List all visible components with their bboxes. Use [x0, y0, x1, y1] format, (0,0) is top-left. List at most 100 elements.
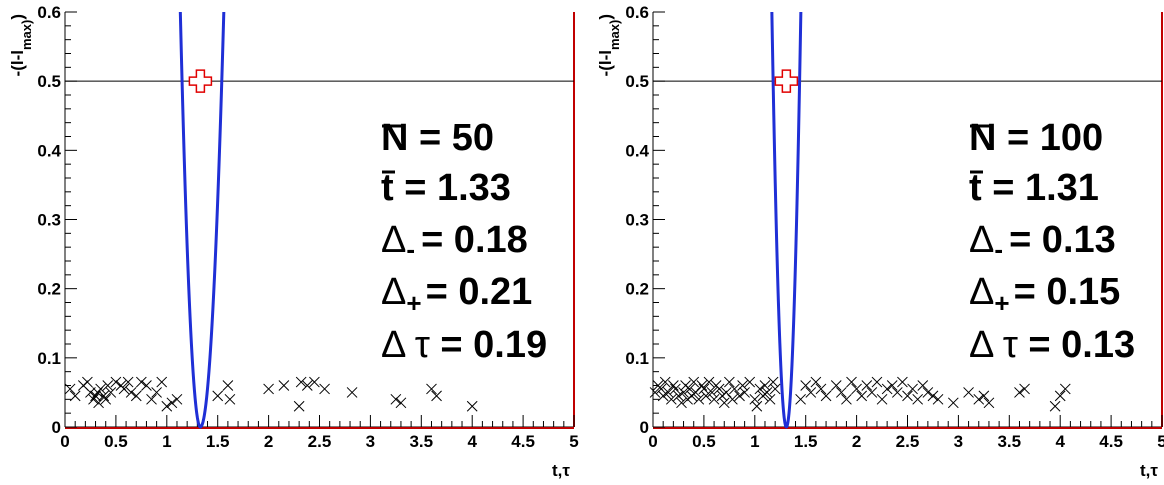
data-point [135, 376, 147, 388]
data-point [1049, 400, 1061, 412]
data-point [815, 383, 827, 395]
data-point [212, 390, 224, 402]
data-point [703, 376, 715, 388]
likelihood-curve [178, 11, 226, 429]
x-tick-label: 1.5 [206, 432, 230, 451]
data-point [319, 383, 330, 395]
data-point [897, 376, 908, 388]
data-point [856, 390, 868, 402]
data-point [963, 387, 974, 398]
x-tick-label: 3.5 [409, 432, 433, 451]
x-tick-label: 4.5 [511, 432, 535, 451]
y-tick-label: 0.4 [625, 141, 649, 160]
data-point [224, 393, 236, 405]
y-tick-label: 0.1 [625, 349, 649, 368]
x-tick-label: 1 [162, 432, 171, 451]
data-point [678, 387, 689, 398]
data-point [346, 387, 358, 398]
data-point [706, 387, 718, 398]
best-fit-marker [188, 69, 213, 93]
data-point [820, 390, 832, 402]
data-point [166, 397, 178, 409]
data-point [800, 380, 812, 391]
data-point [222, 380, 234, 391]
data-point [810, 376, 822, 388]
data-point [659, 376, 671, 388]
stat-delta-plus: Δ+ = 0.21 [381, 271, 532, 318]
stats-box: N = 50 t = 1.33 Δ- = 0.18 Δ+ = 0.21 Δ τ = 0.19 [381, 117, 547, 366]
data-point [754, 383, 766, 395]
data-point [835, 387, 847, 398]
data-point [278, 380, 290, 391]
x-tick-label: 1.5 [794, 432, 818, 451]
data-point [891, 387, 903, 398]
x-tick-label: 0.5 [692, 432, 716, 451]
data-point [118, 383, 130, 395]
y-tick-label: 0.5 [37, 72, 61, 91]
data-point [851, 383, 862, 395]
best-fit-marker [774, 69, 799, 93]
x-tick-label: 0 [648, 432, 657, 451]
data-point [734, 390, 745, 402]
data-point [466, 400, 478, 412]
data-point [1019, 383, 1030, 395]
data-point [761, 387, 773, 398]
y-tick-label: 0.1 [37, 349, 61, 368]
x-axis-title: t,τ [552, 461, 570, 480]
x-tick-label: 2.5 [308, 432, 332, 451]
data-point [978, 390, 990, 402]
data-point [673, 390, 684, 402]
x-tick-label: 3 [366, 432, 375, 451]
data-point [690, 387, 702, 398]
data-point [676, 397, 687, 409]
data-point [769, 383, 781, 395]
x-axis-title: t,τ [1140, 461, 1158, 480]
data-point [100, 393, 112, 405]
data-point [156, 376, 168, 388]
data-point [668, 380, 679, 391]
stat-delta-tau: Δ τ = 0.19 [381, 324, 547, 366]
data-point [295, 376, 307, 388]
data-point [830, 380, 842, 391]
data-point [912, 393, 924, 405]
data-point [1054, 390, 1066, 402]
x-tick-label: 5 [1157, 432, 1164, 451]
data-point [93, 397, 104, 409]
data-point [917, 380, 929, 391]
data-point [69, 390, 81, 402]
data-point [431, 390, 442, 402]
data-point [105, 387, 117, 398]
data-point [309, 376, 320, 388]
data-point [759, 380, 771, 391]
data-point [95, 383, 106, 395]
x-tick-label: 2 [852, 432, 861, 451]
data-point [293, 400, 305, 412]
data-point [871, 376, 883, 388]
x-tick-label: 2.5 [896, 432, 920, 451]
data-point [698, 383, 710, 395]
data-point [846, 376, 857, 388]
y-tick-label: 0.5 [625, 72, 649, 91]
stat-tbar: t = 1.31 [969, 167, 1099, 209]
data-point [866, 387, 878, 398]
data-point [649, 387, 661, 398]
chart-panel-1: 0 0.1 0.2 0.3 0.4 0.5 0.6 0 0.5 1 1.5 2 2.5 3 3.5 4 4.5 5… [8, 3, 579, 480]
chart-panel-2: 0 0.1 0.2 0.3 0.4 0.5 0.6 0 0.5 1 1.5 2 2.5 3 3.5 4 4.5 5… [596, 3, 1164, 480]
data-point [932, 393, 944, 405]
data-point [301, 380, 313, 391]
y-tick-label: 0 [52, 418, 61, 437]
data-point [662, 387, 674, 398]
x-tick-label: 3 [954, 432, 963, 451]
data-point [88, 393, 99, 405]
y-tick-label: 0.3 [625, 211, 649, 230]
data-point [749, 393, 761, 405]
data-point [805, 387, 817, 398]
data-point [907, 383, 918, 395]
data-point [729, 383, 740, 395]
data-point [64, 383, 76, 395]
y-tick-label: 0.6 [625, 3, 649, 22]
data-point [696, 380, 708, 391]
data-point [130, 390, 142, 402]
stat-n: N = 50 [381, 117, 494, 159]
data-point [670, 383, 681, 395]
